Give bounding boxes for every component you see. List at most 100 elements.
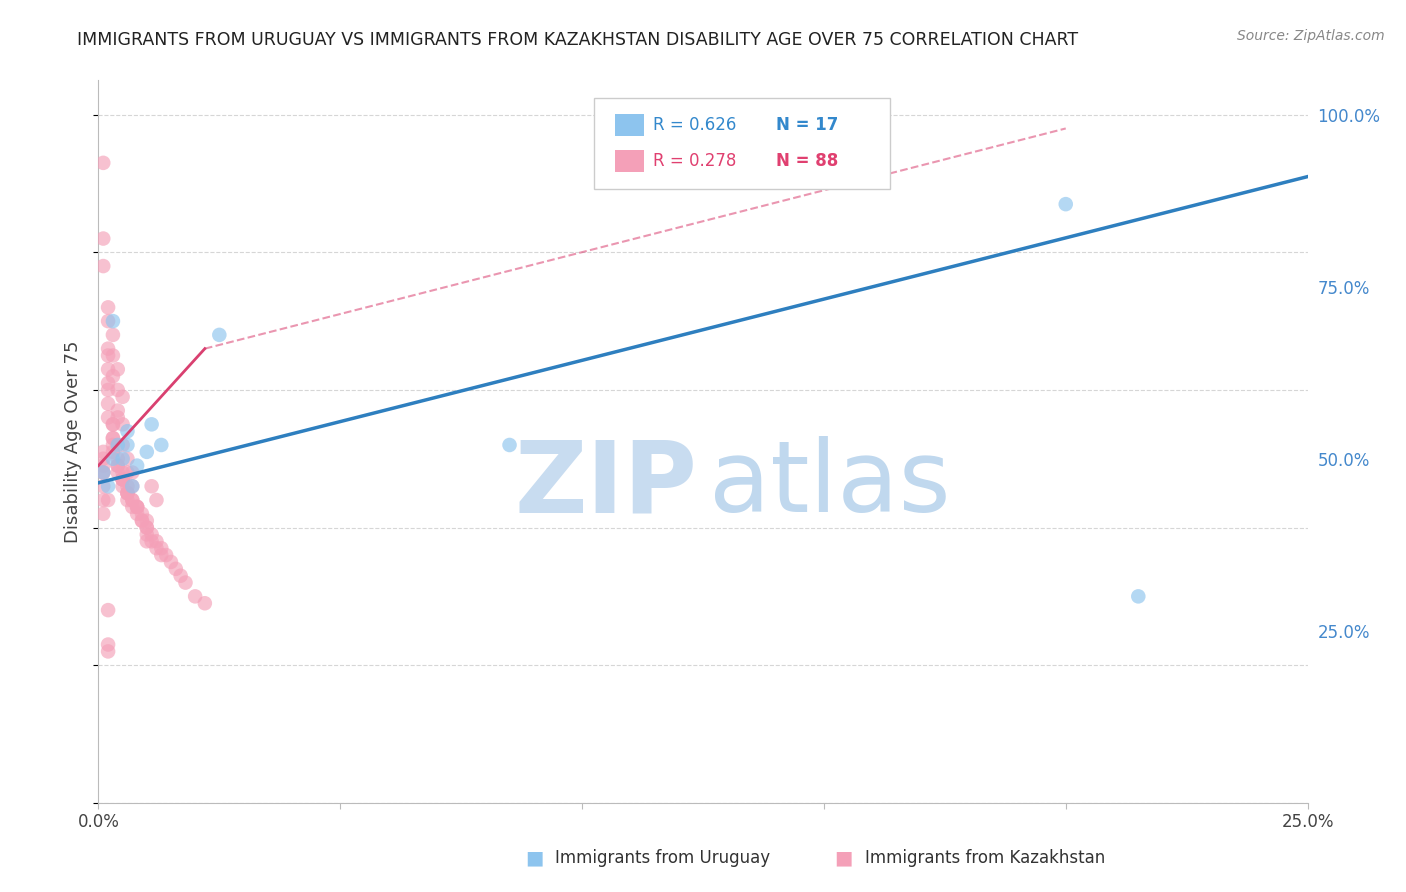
Point [165,562,187,576]
Point [208,327,231,342]
Point [97,410,120,425]
Text: R = 0.278: R = 0.278 [654,153,737,170]
Point [117,486,139,500]
Point [107,403,129,417]
Point [91,451,114,466]
Point [107,362,129,376]
Bar [614,114,644,136]
Point [91,458,114,473]
Point [111,479,134,493]
Point [91,479,114,493]
Point [101,431,124,445]
Point [127,500,149,514]
Point [141,534,163,549]
Point [91,231,114,245]
Point [97,644,120,658]
Point [174,575,197,590]
Point [107,438,129,452]
Point [135,534,157,549]
Point [101,451,124,466]
Point [160,555,183,569]
Point [97,342,120,356]
Y-axis label: Disability Age Over 75: Disability Age Over 75 [65,340,83,543]
Text: Immigrants from Kazakhstan: Immigrants from Kazakhstan [865,849,1105,867]
Bar [614,151,644,172]
Point [97,493,120,508]
Point [91,156,114,170]
Point [121,479,143,493]
Point [107,466,129,480]
Point [117,479,139,493]
Point [135,527,157,541]
Point [1128,590,1150,604]
Point [184,590,207,604]
Point [1054,197,1077,211]
Point [141,479,163,493]
Point [131,507,153,521]
Point [498,438,520,452]
Point [101,349,124,363]
Point [97,314,120,328]
Point [97,301,120,315]
Point [131,514,153,528]
Point [117,486,139,500]
Point [91,466,114,480]
Point [121,493,143,508]
Point [145,534,167,549]
Point [97,603,120,617]
Point [111,451,134,466]
Point [121,500,143,514]
Point [111,472,134,486]
Point [97,349,120,363]
Point [91,466,114,480]
Point [121,479,143,493]
Point [91,466,114,480]
Point [141,417,163,432]
Point [145,541,167,556]
Point [91,507,114,521]
Point [97,397,120,411]
Point [97,638,120,652]
Point [117,424,139,438]
Point [111,472,134,486]
Point [111,390,134,404]
Point [101,431,124,445]
Text: ■: ■ [524,848,544,868]
Point [101,438,124,452]
Point [107,383,129,397]
Point [145,493,167,508]
Point [121,466,143,480]
Point [101,327,124,342]
Point [135,445,157,459]
Point [117,486,139,500]
FancyBboxPatch shape [595,98,890,189]
Point [97,479,120,493]
Text: atlas: atlas [709,436,950,533]
Point [127,507,149,521]
Point [111,438,134,452]
Point [107,458,129,473]
Point [101,314,124,328]
Point [111,417,134,432]
Text: ■: ■ [834,848,853,868]
Point [101,417,124,432]
Point [141,527,163,541]
Point [117,466,139,480]
Text: ZIP: ZIP [515,436,697,533]
Point [111,472,134,486]
Text: R = 0.626: R = 0.626 [654,116,737,134]
Point [135,514,157,528]
Point [150,438,173,452]
Text: Immigrants from Uruguay: Immigrants from Uruguay [555,849,770,867]
Point [101,417,124,432]
Point [91,493,114,508]
Point [121,493,143,508]
Point [194,596,217,610]
Text: IMMIGRANTS FROM URUGUAY VS IMMIGRANTS FROM KAZAKHSTAN DISABILITY AGE OVER 75 COR: IMMIGRANTS FROM URUGUAY VS IMMIGRANTS FR… [77,31,1078,49]
Point [107,451,129,466]
Point [101,369,124,384]
Point [127,458,149,473]
Point [117,451,139,466]
Point [111,466,134,480]
Text: Source: ZipAtlas.com: Source: ZipAtlas.com [1237,29,1385,43]
